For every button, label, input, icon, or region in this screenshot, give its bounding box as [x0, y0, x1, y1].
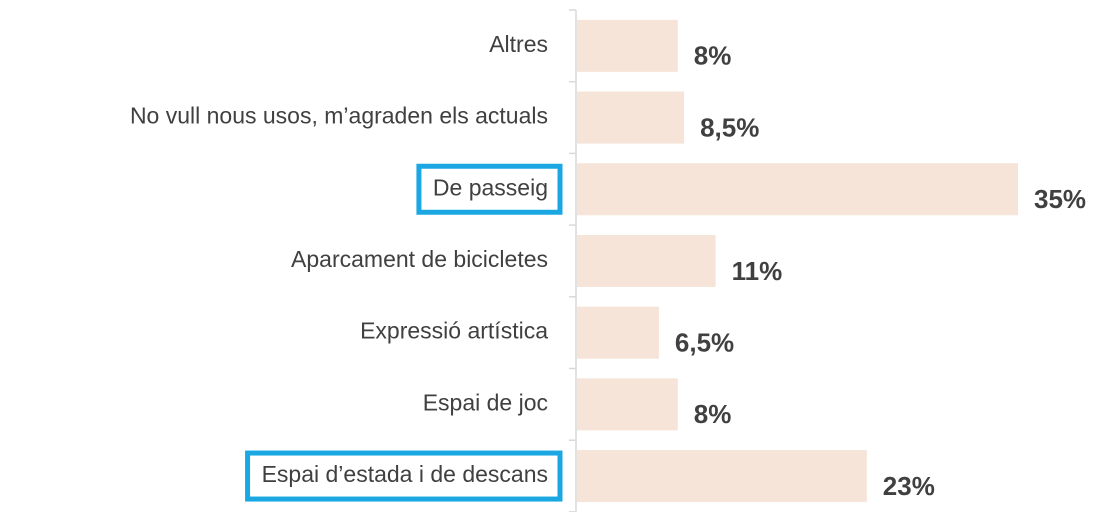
- bar: [577, 91, 685, 144]
- category-label: Espai de joc: [423, 389, 548, 415]
- category-label: No vull nous usos, m’agraden els actuals: [130, 103, 548, 129]
- value-label: 8,5%: [700, 112, 759, 142]
- highlight-box: [245, 450, 563, 502]
- category-label: Espai d’estada i de descans: [262, 461, 548, 487]
- category-label: De passeig: [433, 174, 548, 200]
- value-label: 35%: [1034, 184, 1086, 214]
- bar: [577, 19, 678, 72]
- value-label: 8%: [694, 399, 732, 429]
- value-label: 6,5%: [675, 328, 734, 358]
- category-label: Altres: [489, 31, 548, 57]
- bar: [577, 163, 1018, 216]
- value-label: 8%: [694, 41, 732, 71]
- value-label: 11%: [732, 256, 783, 286]
- category-label: Aparcament de bicicletes: [291, 246, 548, 272]
- bar: [577, 378, 678, 431]
- highlight-box: [416, 163, 563, 215]
- bar: [577, 306, 659, 359]
- bar: [577, 234, 716, 287]
- category-label: Expressió artística: [360, 318, 548, 344]
- value-label: 23%: [883, 471, 935, 501]
- bar: [577, 450, 867, 503]
